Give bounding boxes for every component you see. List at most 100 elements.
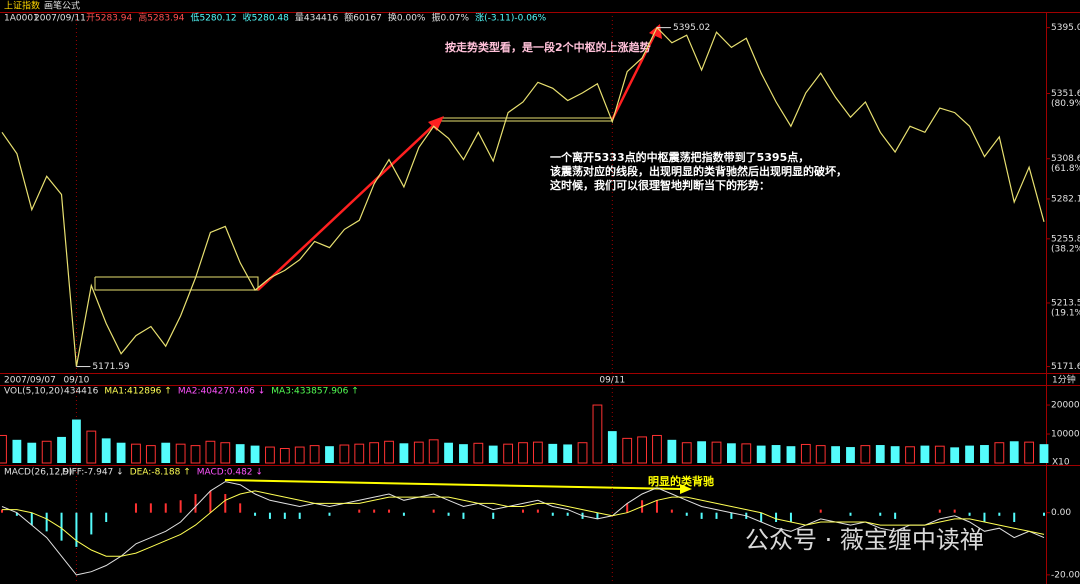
volume-bar bbox=[786, 446, 796, 463]
annotation: 明显的类背驰 bbox=[648, 474, 714, 488]
formula: 画笔公式 bbox=[44, 0, 80, 12]
unit-label: X10 bbox=[1052, 458, 1070, 468]
volume-bar bbox=[384, 440, 394, 464]
volume-bar bbox=[86, 430, 97, 464]
header-field: 振0.07% bbox=[431, 12, 469, 24]
legend-entry: 434416 bbox=[64, 387, 99, 397]
volume-bar bbox=[250, 445, 260, 463]
volume-bar bbox=[444, 442, 453, 463]
volume-bar bbox=[72, 419, 81, 463]
annotation: 按走势类型看，是一段2个中枢的上涨趋势 bbox=[445, 40, 651, 54]
y-tick-label: 5351.6 bbox=[1051, 89, 1080, 99]
volume-bar bbox=[116, 442, 126, 463]
volume-bar bbox=[57, 436, 66, 463]
legend-entry: MACD:0.482 ↓ bbox=[197, 468, 263, 478]
volume-bar bbox=[235, 444, 245, 463]
x-unit-label: 1分钟 bbox=[1052, 374, 1076, 386]
volume-bar bbox=[667, 439, 677, 463]
volume-bar bbox=[711, 441, 722, 464]
y-tick-label: 200000 bbox=[1051, 401, 1080, 411]
annotation: 该震荡对应的线段，出现明显的类背驰然后出现明显的破坏， bbox=[550, 164, 847, 178]
volume-bar bbox=[27, 442, 37, 463]
header-field: 涨(-3.11)-0.06% bbox=[475, 13, 547, 24]
y-tick-label: 0.00 bbox=[1051, 508, 1071, 518]
series-line bbox=[1, 481, 1045, 576]
y-tick-label: 100000 bbox=[1051, 430, 1080, 440]
volume-bar bbox=[131, 443, 141, 464]
volume-bar bbox=[354, 443, 365, 464]
volume-bar bbox=[518, 442, 528, 464]
y-tick-label: 5282.1 bbox=[1051, 194, 1080, 204]
volume-bar bbox=[294, 446, 305, 464]
volume-bar bbox=[548, 443, 558, 463]
volume-bar bbox=[577, 442, 588, 464]
volume-bar bbox=[681, 442, 692, 464]
volume-bar bbox=[771, 445, 781, 463]
x-tick-label: 2007/09/07 bbox=[4, 376, 56, 386]
date: 2007/09/11 bbox=[34, 14, 86, 24]
volume-bar bbox=[503, 443, 514, 464]
volume-bar bbox=[101, 438, 111, 463]
volume-bar bbox=[697, 441, 707, 463]
volume-bar bbox=[846, 447, 855, 463]
volume-bar bbox=[800, 443, 811, 464]
volume-bar bbox=[399, 443, 409, 463]
volume-bar bbox=[488, 445, 498, 463]
volume-bar bbox=[980, 445, 989, 463]
volume-bar bbox=[592, 404, 603, 464]
code: 1A0001 bbox=[4, 14, 39, 24]
volume-bar bbox=[220, 442, 231, 464]
y-tick-pct: (61.8%) bbox=[1051, 164, 1080, 174]
y-tick-label: 5213.5 bbox=[1051, 298, 1080, 308]
volume-bar bbox=[741, 443, 752, 464]
volume-bar bbox=[1039, 444, 1049, 463]
y-tick-label: -20.00 bbox=[1051, 570, 1080, 580]
volume-bar bbox=[175, 443, 186, 464]
series-line bbox=[2, 490, 1045, 557]
watermark: 公众号 · 薇宝缠中读禅 bbox=[745, 526, 984, 554]
volume-bar bbox=[563, 444, 573, 463]
volume-bar bbox=[145, 445, 156, 464]
y-tick-pct: (38.2%) bbox=[1051, 244, 1080, 254]
volume-bar bbox=[413, 441, 424, 464]
volume-bar bbox=[0, 434, 7, 464]
header-field: 低5280.12 bbox=[190, 12, 236, 24]
extreme-label: 5171.59 bbox=[92, 362, 129, 372]
extreme-label: 5395.02 bbox=[673, 23, 710, 33]
volume-bar bbox=[190, 445, 201, 464]
volume-bar bbox=[965, 445, 974, 463]
volume-bar bbox=[205, 440, 216, 464]
legend-entry: MA2:404270.406 ↓ bbox=[178, 387, 265, 397]
header-field: 收5280.48 bbox=[243, 12, 289, 24]
legend-entry: MA1:412896 ↑ bbox=[104, 387, 171, 397]
legend-entry: DEA:-8.188 ↑ bbox=[130, 468, 191, 478]
divergence-arrow bbox=[224, 479, 692, 494]
volume-bar bbox=[875, 445, 885, 463]
volume-bar bbox=[652, 434, 662, 464]
volume-bar bbox=[726, 443, 736, 463]
volume-bar bbox=[309, 445, 320, 464]
header-field: 量434416 bbox=[295, 13, 339, 24]
volume-bar bbox=[950, 447, 960, 463]
volume-bar bbox=[860, 445, 871, 464]
y-tick-pct: (19.1%) bbox=[1051, 308, 1080, 318]
volume-bar bbox=[279, 448, 290, 464]
legend-entry: MA3:433857.906 ↑ bbox=[271, 387, 358, 397]
annotation: 一个离开5333点的中枢震荡把指数带到了5395点， bbox=[550, 150, 809, 164]
volume-bar bbox=[428, 439, 439, 464]
volume-bar bbox=[622, 437, 633, 464]
volume-bar bbox=[459, 444, 468, 463]
y-tick-label: 5255.8 bbox=[1051, 234, 1080, 244]
volume-bar bbox=[890, 446, 900, 463]
panel-borders bbox=[0, 12, 1080, 584]
volume-bar bbox=[369, 442, 380, 464]
volume-bar bbox=[161, 442, 171, 463]
volume-bar bbox=[12, 439, 22, 463]
volume-bar bbox=[815, 445, 826, 464]
volume-bar bbox=[994, 442, 1005, 464]
series-line bbox=[1, 26, 1045, 367]
panel-title: VOL(5,10,20) bbox=[4, 387, 63, 397]
annotation: 这时候，我们可以很理智地判断当下的形势： bbox=[550, 178, 770, 192]
